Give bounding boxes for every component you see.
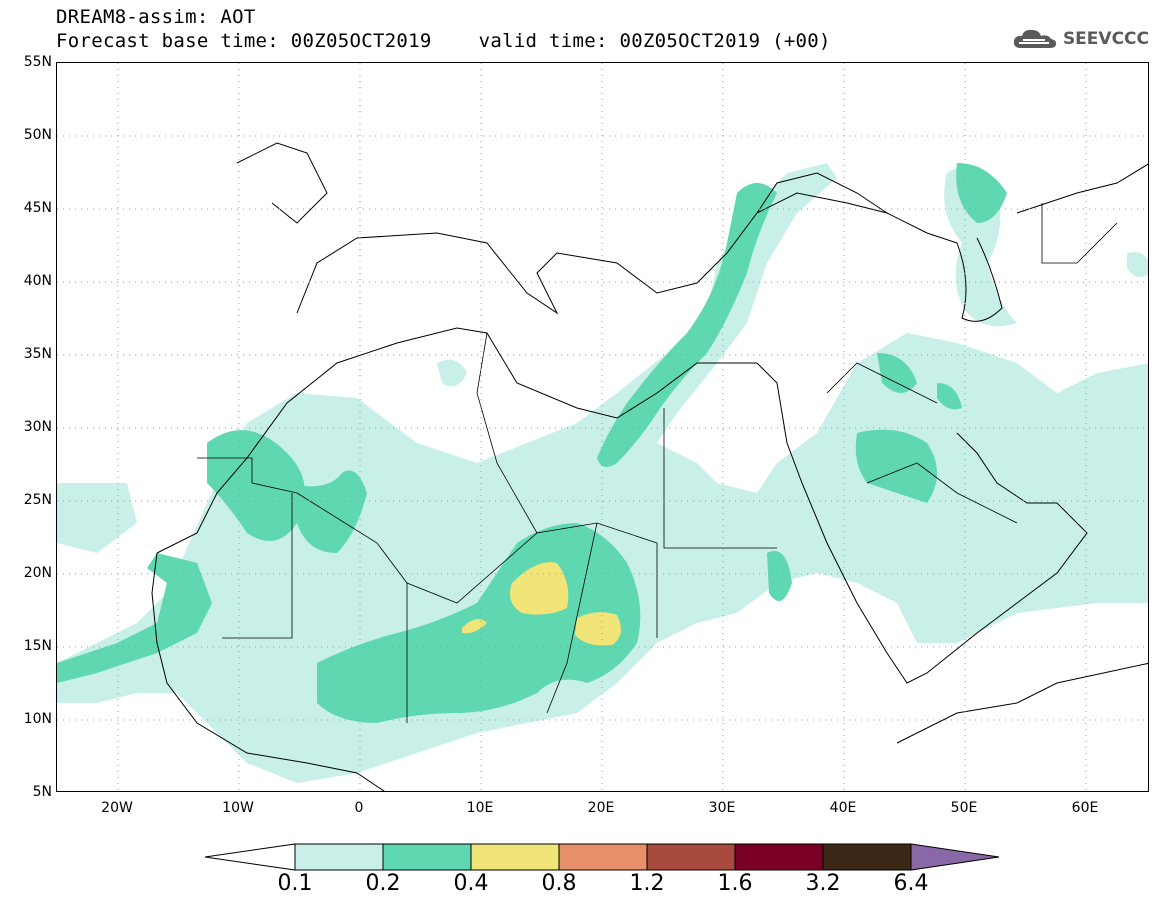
colorbar-label-1-6: 1.6 xyxy=(717,871,753,896)
lat-label-40n: 40N xyxy=(23,273,52,289)
seevccc-logo: SEEVCCC xyxy=(1011,26,1149,52)
lon-label-0: 0 xyxy=(354,800,364,816)
map-canvas xyxy=(57,63,1148,791)
forecast-time-subtitle: Forecast base time: 00Z05OCT2019 valid t… xyxy=(56,30,831,52)
lat-label-15n: 15N xyxy=(23,638,52,654)
colorbar-swatch-4 xyxy=(646,843,736,871)
lat-label-35n: 35N xyxy=(23,346,52,362)
lat-label-50n: 50N xyxy=(23,127,52,143)
lon-label-50e: 50E xyxy=(950,800,978,816)
colorbar-label-1-2: 1.2 xyxy=(629,871,665,896)
lat-label-45n: 45N xyxy=(23,200,52,216)
aot-map xyxy=(56,62,1149,792)
colorbar-swatch-3 xyxy=(558,843,648,871)
colorbar-label-3-2: 3.2 xyxy=(805,871,841,896)
lon-label-60e: 60E xyxy=(1071,800,1099,816)
colorbar-high-arrow xyxy=(910,843,1000,871)
colorbar-swatch-2 xyxy=(470,843,560,871)
colorbar-swatch-5 xyxy=(734,843,824,871)
lon-label-30e: 30E xyxy=(708,800,736,816)
graticule xyxy=(57,63,1148,791)
logo-text: SEEVCCC xyxy=(1062,29,1149,49)
colorbar-swatch-1 xyxy=(382,843,472,871)
colorbar-label-0-4: 0.4 xyxy=(453,871,489,896)
lat-label-5n: 5N xyxy=(32,784,52,800)
lat-label-30n: 30N xyxy=(23,419,52,435)
colorbar-label-0-1: 0.1 xyxy=(277,871,313,896)
lat-label-20n: 20N xyxy=(23,565,52,581)
lon-label-20w: 20W xyxy=(101,800,133,816)
lat-label-55n: 55N xyxy=(23,54,52,70)
colorbar-label-6-4: 6.4 xyxy=(893,871,929,896)
colorbar-swatch-0 xyxy=(294,843,384,871)
lon-label-10e: 10E xyxy=(466,800,494,816)
coastlines xyxy=(151,142,1148,791)
aot-level-0-4-region xyxy=(462,562,621,646)
cloud-icon xyxy=(1013,29,1057,48)
lat-label-25n: 25N xyxy=(23,492,52,508)
lat-label-10n: 10N xyxy=(23,711,52,727)
colorbar-swatch-6 xyxy=(822,843,912,871)
map-title: DREAM8-assim: AOT xyxy=(56,6,256,28)
aot-colorbar xyxy=(205,843,1000,871)
colorbar-label-0-2: 0.2 xyxy=(365,871,401,896)
colorbar-low-arrow xyxy=(205,843,296,871)
country-borders xyxy=(197,203,1118,723)
lon-label-40e: 40E xyxy=(829,800,857,816)
colorbar-label-0-8: 0.8 xyxy=(541,871,577,896)
lon-label-10w: 10W xyxy=(222,800,254,816)
lon-label-20e: 20E xyxy=(587,800,615,816)
